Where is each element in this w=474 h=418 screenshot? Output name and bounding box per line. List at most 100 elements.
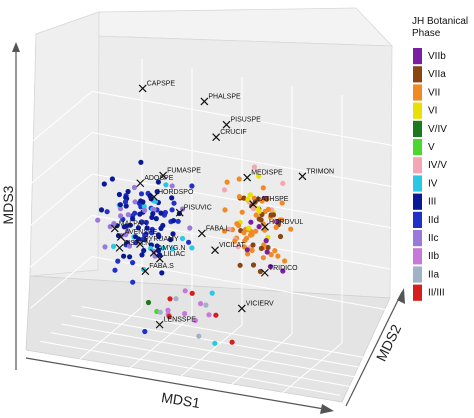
- data-point: [142, 328, 148, 335]
- species-marker: LENSSPE: [155, 317, 197, 329]
- legend-swatch: [413, 157, 422, 174]
- legend-swatch: [413, 175, 422, 192]
- species-label: FABA.L: [206, 226, 230, 233]
- data-point: [277, 233, 284, 240]
- grid-line: [29, 132, 93, 186]
- data-point: [140, 236, 146, 242]
- data-point: [280, 268, 286, 274]
- data-point: [144, 225, 150, 231]
- data-point: [236, 194, 242, 200]
- box-panels: [25, 7, 393, 403]
- grid-line: [29, 214, 93, 268]
- data-point: [101, 181, 107, 187]
- legend-swatch: [413, 248, 422, 265]
- data-point: [131, 184, 137, 191]
- data-point: [244, 247, 250, 253]
- data-point: [135, 225, 141, 231]
- data-point: [165, 307, 171, 313]
- data-point: [151, 248, 157, 255]
- legend-entry: IIb: [413, 248, 440, 265]
- legend-entry: IIc: [413, 230, 439, 247]
- data-point: [166, 313, 172, 319]
- legend-label: IIc: [428, 233, 439, 244]
- species-x-mark: [175, 208, 184, 217]
- data-point: [236, 176, 242, 182]
- data-point: [182, 288, 188, 294]
- species-marker: PISUSPE: [222, 117, 261, 129]
- species-marker: TRIDICO: [260, 265, 298, 277]
- legend-swatch: [413, 139, 422, 156]
- legend-swatch: [413, 48, 422, 65]
- species-x-mark: [110, 224, 119, 233]
- data-point: [158, 210, 164, 216]
- data-point: [162, 209, 168, 216]
- data-point: [169, 183, 175, 189]
- data-point: [121, 224, 127, 230]
- species-label: LENSSPE: [164, 317, 197, 324]
- data-point: [192, 317, 198, 324]
- species-marker: PYRUAMY: [136, 236, 179, 249]
- species-marker: VICILAT: [211, 242, 246, 255]
- data-point: [260, 221, 266, 227]
- data-point: [253, 228, 259, 234]
- data-point: [250, 262, 257, 268]
- data-point: [256, 173, 262, 179]
- species-x-mark: [115, 243, 124, 252]
- data-point: [148, 245, 154, 252]
- species-label: AVENSPE: [125, 229, 158, 236]
- species-x-mark: [260, 268, 269, 277]
- mds3-axis-arrow: [12, 42, 20, 52]
- species-label: VICILAT: [219, 242, 246, 249]
- data-point: [209, 290, 215, 296]
- species-x-mark: [159, 171, 168, 180]
- legend-entry: IIa: [413, 266, 440, 283]
- data-point: [154, 243, 160, 249]
- data-point: [112, 267, 118, 273]
- species-x-mark: [116, 232, 125, 241]
- species-x-mark: [222, 120, 231, 129]
- species-marker: MALPAR: [110, 220, 147, 233]
- species-marker: CRUCIF: [212, 129, 247, 142]
- species-label: CAPSPE: [147, 80, 176, 87]
- data-point: [241, 230, 247, 236]
- species-x-mark: [149, 248, 158, 257]
- data-point: [123, 232, 129, 238]
- data-point: [232, 238, 238, 244]
- mds3-axis-label: MDS3: [0, 185, 16, 224]
- data-point: [186, 239, 192, 245]
- data-point: [237, 262, 243, 268]
- data-point: [125, 212, 131, 218]
- mds1-axis-line: [25, 357, 331, 411]
- legend-swatch: [413, 84, 422, 101]
- data-point: [243, 235, 250, 241]
- legend-title: JH Botanical: [412, 16, 468, 27]
- data-point: [145, 299, 152, 306]
- species-x-mark: [138, 84, 147, 93]
- legend-entry: IId: [413, 211, 439, 228]
- floor-plane: [25, 275, 391, 403]
- data-point: [167, 237, 174, 243]
- data-point: [110, 243, 117, 249]
- species-x-mark: [197, 229, 206, 238]
- species-label: LILIAC: [164, 251, 185, 258]
- data-point: [189, 245, 195, 251]
- data-point: [138, 219, 145, 225]
- data-point: [268, 252, 274, 258]
- data-point: [203, 302, 209, 308]
- mds2-axis-line: [345, 291, 403, 407]
- legend-swatch: [413, 211, 422, 228]
- species-x-mark: [261, 222, 269, 231]
- data-point: [163, 182, 169, 188]
- data-point: [137, 211, 143, 217]
- legend-label: IIa: [428, 269, 440, 280]
- species-x-mark: [141, 267, 150, 276]
- data-point: [246, 225, 252, 231]
- data-point: [138, 159, 144, 165]
- data-point: [150, 211, 156, 217]
- species-label: CRUCIF: [220, 129, 246, 136]
- data-point: [221, 228, 228, 234]
- species-marker: AVENSPE: [116, 229, 158, 241]
- data-point: [121, 253, 127, 259]
- data-point: [153, 216, 159, 222]
